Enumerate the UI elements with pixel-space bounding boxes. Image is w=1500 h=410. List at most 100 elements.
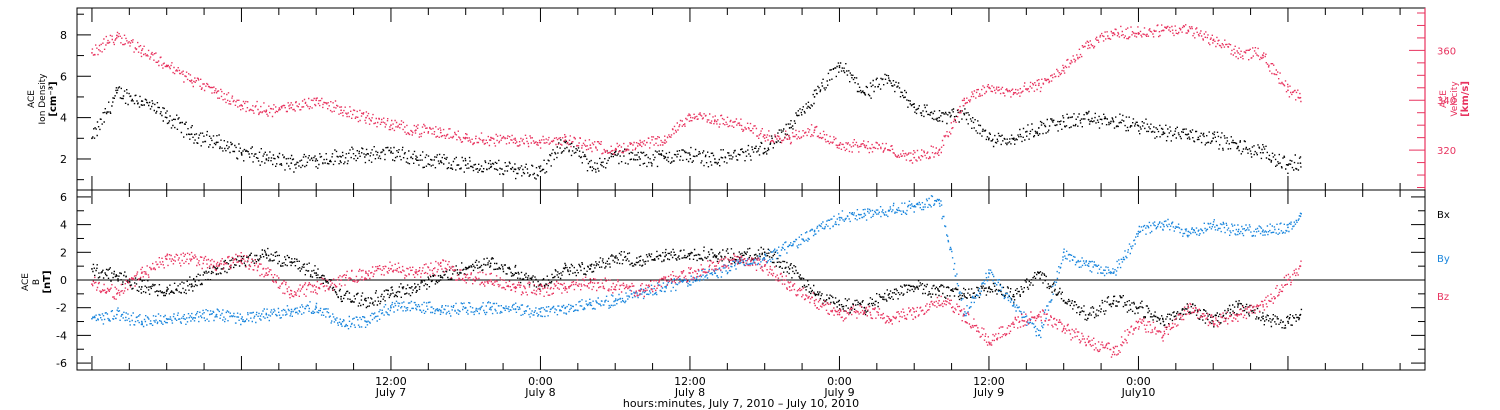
- bx-data-point: [913, 286, 916, 288]
- density-data-point: [913, 106, 916, 109]
- by-data-point: [414, 304, 417, 306]
- bz-data-point: [1137, 320, 1140, 323]
- velocity-data-point: [1012, 91, 1015, 94]
- by-data-point: [1212, 223, 1215, 226]
- velocity-data-point: [290, 106, 293, 109]
- by-data-point: [689, 279, 691, 281]
- bz-data-point: [315, 286, 318, 288]
- bx-data-point: [1262, 317, 1264, 320]
- density-data-point: [963, 112, 965, 115]
- bz-data-point: [1062, 327, 1065, 330]
- bx-data-point: [838, 304, 841, 306]
- density-data-point: [140, 100, 143, 102]
- bx-data-point: [1012, 295, 1015, 298]
- bz-data-point: [215, 265, 218, 268]
- bz-data-point: [713, 265, 716, 268]
- by-series-cloud: [92, 195, 1302, 339]
- b-tick-label: 6: [60, 191, 67, 204]
- by-data-point: [340, 323, 343, 326]
- bz-data-point: [439, 265, 442, 268]
- velocity-data-point: [1037, 84, 1040, 87]
- legend-Bx: Bx: [1437, 210, 1450, 221]
- density-data-point: [340, 156, 343, 158]
- velocity-data-point: [1237, 51, 1240, 54]
- density-data-point: [489, 166, 492, 169]
- by-data-point: [315, 306, 318, 309]
- velocity-data-point: [838, 144, 841, 147]
- bz-data-point: [1262, 304, 1264, 306]
- bz-data-point: [390, 268, 392, 270]
- velocity-data-point: [439, 131, 442, 134]
- bz-series-cloud: [92, 251, 1302, 358]
- density-axis-label: ACE Ion Density [cm⁻³]: [27, 73, 59, 125]
- bz-data-point: [913, 310, 916, 313]
- density-data-point: [514, 168, 517, 171]
- velocity-axis-label: ACE Velocity [km/s]: [1439, 81, 1471, 117]
- by-data-point: [1062, 251, 1065, 254]
- bx-data-point: [414, 286, 417, 288]
- by-data-point: [589, 304, 592, 306]
- by-data-point: [1037, 334, 1040, 337]
- bz-data-point: [963, 313, 965, 316]
- density-data-point: [838, 65, 841, 67]
- date-tick-label: July 8: [524, 386, 555, 399]
- legend-By: By: [1437, 254, 1450, 265]
- velocity-data-point: [738, 124, 741, 127]
- time-tick-label: 0:00: [827, 375, 852, 388]
- date-tick-label: July 9: [823, 386, 854, 399]
- time-tick-label: 12:00: [973, 375, 1005, 388]
- by-data-point: [240, 317, 243, 320]
- velocity-data-point: [1112, 32, 1115, 34]
- density-data-point: [390, 151, 392, 154]
- bx-data-point: [91, 268, 93, 270]
- density-data-point: [165, 116, 168, 119]
- bz-data-point: [1187, 306, 1190, 309]
- density-data-point: [464, 164, 467, 167]
- bz-data-point: [1037, 313, 1040, 316]
- velocity-tick-label: 320: [1437, 146, 1456, 157]
- bz-data-point: [140, 272, 143, 274]
- velocity-data-point: [863, 144, 866, 147]
- density-data-point: [888, 79, 891, 82]
- bx-data-point: [763, 251, 766, 254]
- top-panel-frame: [76, 7, 1426, 191]
- b-tick-label: 4: [60, 219, 67, 232]
- b-tick-label: -6: [56, 357, 67, 370]
- by-data-point: [1299, 215, 1302, 218]
- by-data-point: [265, 313, 268, 316]
- bx-data-point: [1062, 299, 1065, 302]
- by-data-point: [539, 310, 542, 313]
- bz-data-point: [689, 272, 691, 274]
- velocity-data-point: [140, 49, 143, 52]
- velocity-data-point: [1287, 89, 1289, 92]
- date-tick-label: July 7: [375, 386, 406, 399]
- by-data-point: [215, 313, 218, 316]
- velocity-data-point: [414, 129, 417, 132]
- density-data-point: [713, 158, 716, 160]
- bz-data-point: [1212, 320, 1215, 323]
- velocity-data-point: [639, 144, 642, 147]
- density-data-point: [215, 141, 218, 144]
- velocity-data-point: [1212, 39, 1215, 42]
- bottom-panel-points: [91, 195, 1303, 358]
- bx-data-point: [1112, 299, 1115, 302]
- density-data-point: [539, 170, 542, 173]
- density-data-point: [1137, 124, 1140, 127]
- density-axis-label-line3: [cm⁻³]: [48, 81, 59, 116]
- bz-data-point: [988, 341, 990, 344]
- by-data-point: [1287, 226, 1289, 229]
- density-tick-label: 8: [60, 29, 67, 42]
- bz-data-point: [539, 290, 542, 292]
- velocity-data-point: [564, 139, 567, 142]
- velocity-data-point: [763, 134, 766, 137]
- by-data-point: [115, 313, 118, 316]
- velocity-data-point: [1062, 66, 1065, 69]
- bz-data-point: [464, 276, 467, 279]
- b-axis-label: ACE B [nT]: [21, 270, 53, 293]
- by-data-point: [464, 306, 467, 309]
- density-data-point: [1162, 131, 1165, 133]
- bz-data-point: [1299, 265, 1302, 268]
- density-data-point: [689, 153, 691, 156]
- velocity-data-point: [888, 149, 891, 152]
